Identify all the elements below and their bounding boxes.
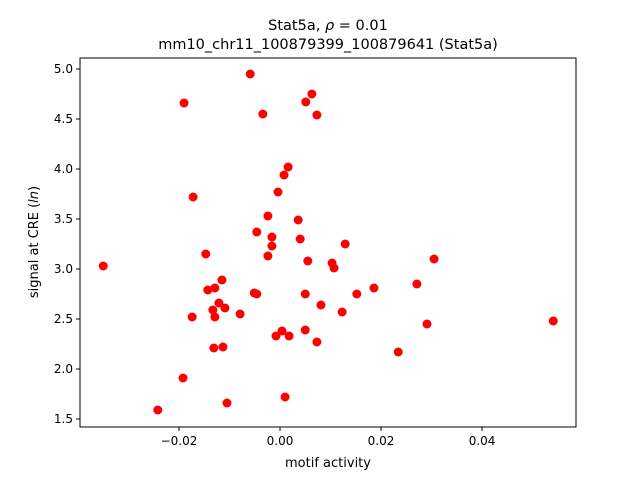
x-axis-label: motif activity	[285, 456, 371, 471]
x-tick-label: −0.02	[161, 434, 198, 448]
y-tick-label: 4.0	[54, 162, 73, 176]
data-point	[429, 254, 439, 264]
data-point	[316, 300, 326, 310]
chart-title-line2: mm10_chr11_100879399_100879641 (Stat5a)	[158, 37, 498, 53]
chart-title-line1: Stat5a, ρ = 0.01	[268, 18, 388, 34]
data-point	[201, 249, 211, 259]
data-point	[337, 307, 347, 317]
data-point	[295, 234, 305, 244]
data-point	[220, 303, 230, 313]
data-point	[393, 347, 403, 357]
y-tick-label: 5.0	[54, 62, 73, 76]
data-point	[267, 232, 277, 242]
data-point	[217, 275, 227, 285]
data-point	[369, 283, 379, 293]
data-point	[300, 289, 310, 299]
data-point	[312, 110, 322, 120]
data-point	[412, 279, 422, 289]
y-tick-label: 3.0	[54, 262, 73, 276]
data-point	[340, 239, 350, 249]
data-point	[258, 109, 268, 119]
data-point	[210, 312, 220, 322]
data-point	[352, 289, 362, 299]
data-point	[208, 305, 218, 315]
x-tick-label: 0.04	[469, 434, 496, 448]
y-tick-label: 1.5	[54, 412, 73, 426]
data-point	[263, 251, 273, 261]
data-point	[548, 316, 558, 326]
y-tick-label: 2.5	[54, 312, 73, 326]
data-point	[277, 326, 287, 336]
data-point	[271, 331, 281, 341]
x-tick-label: 0.00	[267, 434, 294, 448]
data-point	[214, 298, 224, 308]
data-point	[252, 227, 262, 237]
data-point	[307, 89, 317, 99]
data-point	[273, 187, 283, 197]
data-point	[283, 162, 293, 172]
data-point	[188, 192, 198, 202]
data-point	[179, 98, 189, 108]
y-tick-label: 4.5	[54, 112, 73, 126]
data-point	[218, 342, 228, 352]
data-point	[267, 241, 277, 251]
data-point	[187, 312, 197, 322]
y-axis: 1.5 2.0 2.5 3.0 3.5 4.0 4.5 5.0	[54, 62, 80, 426]
data-point	[303, 256, 313, 266]
data-point	[235, 309, 245, 319]
data-point	[263, 211, 273, 221]
data-point	[300, 325, 310, 335]
data-point	[280, 392, 290, 402]
data-point	[178, 373, 188, 383]
x-axis: −0.02 0.00 0.02 0.04	[161, 427, 496, 448]
data-point	[209, 343, 219, 353]
x-tick-label: 0.02	[368, 434, 395, 448]
data-point	[252, 289, 262, 299]
plot-frame	[79, 57, 577, 428]
data-point	[301, 97, 311, 107]
data-point	[284, 331, 294, 341]
data-point	[245, 69, 255, 79]
y-tick-label: 2.0	[54, 362, 73, 376]
data-point	[210, 283, 220, 293]
data-point	[203, 285, 213, 295]
y-axis-label: signal at CRE (ln)	[27, 186, 42, 298]
data-point	[279, 170, 289, 180]
data-point	[98, 261, 108, 271]
data-point	[222, 398, 232, 408]
points-layer	[98, 69, 558, 415]
y-tick-label: 3.5	[54, 212, 73, 226]
data-point	[329, 263, 339, 273]
data-point	[422, 319, 432, 329]
data-point	[293, 215, 303, 225]
data-point	[153, 405, 163, 415]
data-point	[312, 337, 322, 347]
